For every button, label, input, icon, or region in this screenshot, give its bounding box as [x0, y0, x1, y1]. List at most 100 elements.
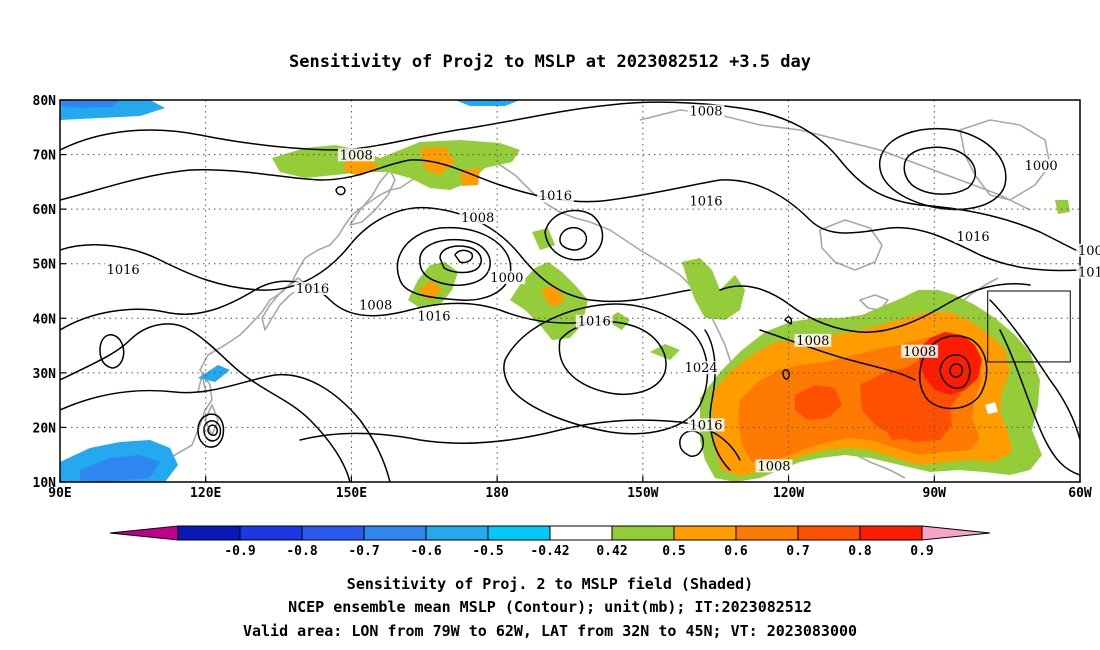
map-frame	[59, 99, 1081, 483]
contour-low-north-atlantic	[879, 128, 1007, 211]
contour-label: 1024	[685, 361, 718, 376]
contour-label-bg	[459, 211, 497, 225]
contour-label: 1008	[796, 334, 829, 349]
colorbar-extend-high	[921, 525, 991, 541]
contour-1008-na	[719, 282, 1031, 333]
contour-1008-na-south	[759, 329, 916, 381]
positive-shade-pacific-east	[605, 200, 1070, 360]
lat-tick-label: 70N	[33, 149, 57, 164]
lat-tick-label: 80N	[33, 94, 57, 109]
colorbar-label: -0.5	[472, 544, 503, 559]
contour-label-bg	[687, 418, 725, 432]
lon-tick-label: 60W	[1068, 486, 1092, 501]
colorbar-swatch	[301, 525, 365, 541]
contour-label-bg	[687, 194, 725, 208]
positive-shade-atlantic-fade	[880, 412, 920, 440]
contour-hurricane-outer	[919, 335, 988, 410]
contour-typhoon-inner	[207, 424, 218, 436]
lat-tick-label: 50N	[33, 258, 57, 273]
colorbar-swatch	[797, 525, 861, 541]
contour-1008-arctic	[60, 101, 1080, 253]
contour-992-low-dateline	[439, 245, 482, 274]
japan-coastline	[261, 277, 304, 331]
figure-title: Sensitivity of Proj2 to MSLP at 20230825…	[289, 52, 811, 72]
colorbar-label: 0.8	[848, 544, 872, 559]
kamchatka-coastline	[349, 169, 396, 226]
contour-1016-north	[60, 159, 1080, 272]
contour-small-low-west	[99, 334, 125, 369]
contour-label-bg	[954, 230, 992, 244]
lon-tick-label: 120W	[773, 486, 804, 501]
positive-shade-arctic-sea	[272, 140, 520, 190]
contour-1016-high	[503, 303, 709, 435]
contour-1016-subtropical	[60, 280, 591, 331]
lon-tick-label: 90W	[923, 486, 947, 501]
colorbar-extend-low	[109, 525, 179, 541]
colorbar-label: -0.8	[286, 544, 317, 559]
greenland-coast	[959, 119, 1051, 201]
contour-label-bg	[794, 333, 832, 347]
colorbar-label: 0.42	[596, 544, 627, 559]
positive-shade-arctic-sea-orange	[345, 147, 480, 186]
colorbar-label: 0.7	[786, 544, 809, 559]
colorbar-swatch	[177, 525, 241, 541]
contour-1000-low-gulf	[559, 227, 588, 251]
contour-1008-mexico	[704, 329, 731, 471]
positive-shade-white-hole	[985, 402, 998, 414]
contour-label: 1008	[461, 211, 494, 226]
colorbar-label: -0.42	[530, 544, 569, 559]
lon-tick-label: 180	[485, 486, 509, 501]
colorbar-label: 0.9	[910, 544, 933, 559]
axis-ticks: 90E 120E 150E 180 150W 120W 90W 60W 80N 70N 60N 50N…	[33, 94, 1092, 501]
caption-line-3: Valid area: LON from 79W to 62W, LAT fro…	[243, 622, 857, 640]
lat-tick-label: 20N	[33, 421, 57, 436]
colorbar-swatch	[735, 525, 799, 541]
contour-small-blob-kamchatka	[335, 186, 346, 196]
map-panel: 1008 1008 1000 1016 1016 1008 1016 1008 1016 1016…	[33, 94, 1100, 501]
lat-tick-label: 30N	[33, 367, 57, 382]
contour-1016-mid	[60, 206, 691, 303]
contour-typhoon-outer	[197, 413, 225, 448]
lon-tick-label: 150W	[627, 486, 658, 501]
contour-label: 1000	[1025, 159, 1058, 174]
contour-label: 1016	[689, 418, 722, 433]
contour-1000-low-dateline	[419, 238, 491, 286]
contour-label: 1008	[359, 298, 392, 313]
contour-hurricane-mid	[939, 354, 971, 389]
contour-label: 1016	[107, 263, 140, 278]
contour-label: 1016	[578, 315, 611, 330]
colorbar-label: 0.5	[662, 544, 685, 559]
contour-1008-low-gulf	[544, 209, 604, 261]
contour-typhoon-mid	[203, 420, 222, 442]
contour-1008-low-dateline	[396, 226, 512, 301]
colorbar-label: -0.7	[348, 544, 379, 559]
contour-label-bg	[575, 314, 613, 328]
contour-label: 1016	[1078, 266, 1100, 281]
contour-label: 1008	[689, 105, 722, 120]
contour-label-bg	[1076, 265, 1100, 279]
lat-tick-label: 10N	[33, 476, 57, 491]
contour-label: 1008	[903, 345, 936, 360]
lat-tick-label: 40N	[33, 312, 57, 327]
contour-low-north-atlantic-inner	[903, 146, 977, 195]
lon-tick-label: 120E	[190, 486, 221, 501]
negative-shade-tropics-west-core	[80, 455, 160, 482]
lon-tick-label: 150E	[336, 486, 367, 501]
contour-label-bg	[1076, 243, 1100, 257]
mslp-contours	[60, 101, 1080, 482]
contour-label: 1008	[340, 148, 373, 163]
contour-label-bg	[337, 148, 375, 162]
contour-label: 1016	[539, 189, 572, 204]
contour-label: 1008	[757, 459, 790, 474]
contour-label-bg	[682, 361, 720, 375]
colorbar-swatch	[425, 525, 489, 541]
colorbar-swatch	[549, 525, 613, 541]
contour-labels: 1008 1008 1000 1016 1016 1008 1016 1008 1016 1016…	[104, 104, 1100, 474]
colorbar-swatch	[673, 525, 737, 541]
contour-label-bg	[901, 344, 939, 358]
negative-shade-arctic-west-core	[62, 100, 120, 108]
positive-shade-gulf-alaska-orange	[540, 285, 565, 308]
contour-label-bg	[537, 189, 574, 203]
contour-label-bg	[104, 262, 142, 276]
